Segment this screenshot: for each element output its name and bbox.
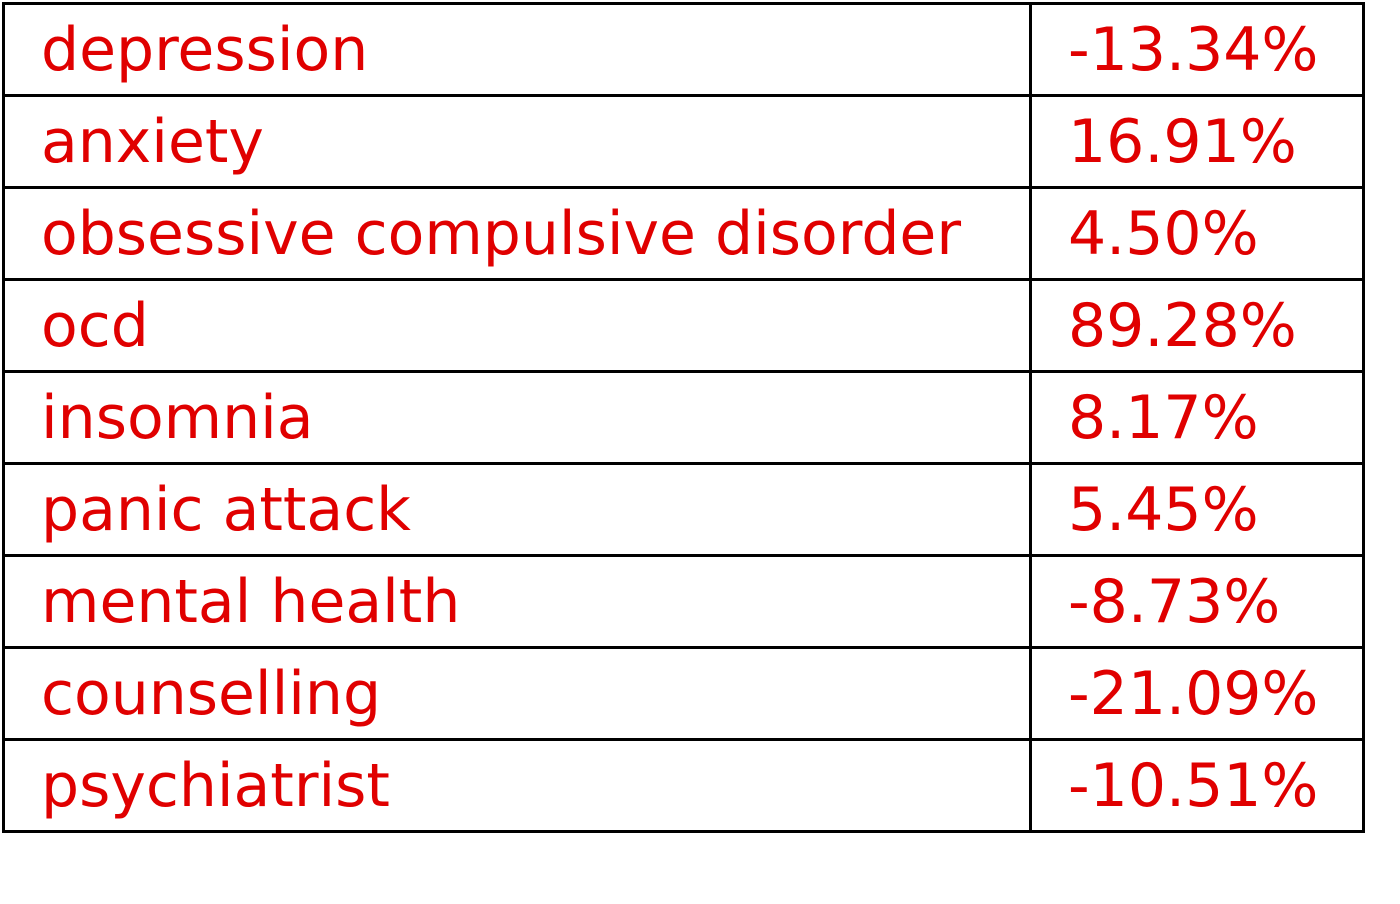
table-row: depression -13.34% [2, 2, 1365, 97]
term-cell: counselling [2, 646, 1032, 741]
term-change-table: depression -13.34% anxiety 16.91% obsess… [2, 2, 1365, 833]
table-row: anxiety 16.91% [2, 94, 1365, 189]
term-cell: panic attack [2, 462, 1032, 557]
term-cell: depression [2, 2, 1032, 97]
table-row: psychiatrist -10.51% [2, 738, 1365, 833]
percent-change-cell: -21.09% [1029, 646, 1365, 741]
percent-change-cell: 89.28% [1029, 278, 1365, 373]
percent-change-cell: 4.50% [1029, 186, 1365, 281]
term-cell: anxiety [2, 94, 1032, 189]
term-cell: ocd [2, 278, 1032, 373]
table-row: counselling -21.09% [2, 646, 1365, 741]
term-cell: obsessive compulsive disorder [2, 186, 1032, 281]
percent-change-cell: 5.45% [1029, 462, 1365, 557]
table-row: panic attack 5.45% [2, 462, 1365, 557]
term-cell: insomnia [2, 370, 1032, 465]
table-row: insomnia 8.17% [2, 370, 1365, 465]
percent-change-cell: -8.73% [1029, 554, 1365, 649]
table-row: mental health -8.73% [2, 554, 1365, 649]
table-row: obsessive compulsive disorder 4.50% [2, 186, 1365, 281]
percent-change-cell: -13.34% [1029, 2, 1365, 97]
term-cell: mental health [2, 554, 1032, 649]
term-cell: psychiatrist [2, 738, 1032, 833]
percent-change-cell: 8.17% [1029, 370, 1365, 465]
term-change-table-container: depression -13.34% anxiety 16.91% obsess… [2, 2, 1365, 833]
percent-change-cell: -10.51% [1029, 738, 1365, 833]
percent-change-cell: 16.91% [1029, 94, 1365, 189]
table-row: ocd 89.28% [2, 278, 1365, 373]
